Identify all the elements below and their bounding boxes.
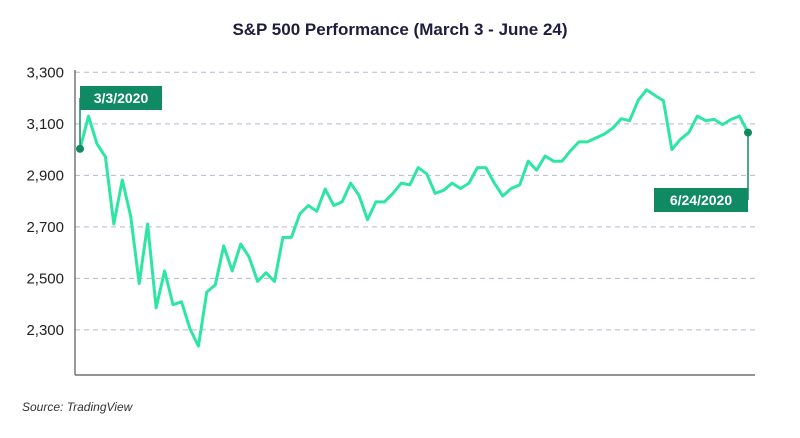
gridlines bbox=[75, 71, 755, 331]
y-tick-label: 2,300 bbox=[26, 322, 64, 339]
y-tick-label: 2,900 bbox=[26, 167, 64, 184]
y-tick-label: 2,700 bbox=[26, 219, 64, 236]
end-callout-label: 6/24/2020 bbox=[670, 192, 732, 208]
start-callout-label-box bbox=[80, 86, 162, 110]
chart-title: S&P 500 Performance (March 3 - June 24) bbox=[232, 20, 568, 39]
series-line-sp500 bbox=[78, 88, 750, 348]
end-callout-label-box bbox=[654, 188, 748, 212]
y-tick-label: 3,100 bbox=[26, 116, 64, 133]
source-note: Source: TradingView bbox=[22, 400, 133, 414]
y-axis-ticks: 2,300 2,500 2,700 2,900 3,100 3,300 bbox=[26, 64, 64, 339]
y-tick-label: 3,300 bbox=[26, 64, 64, 81]
start-callout-marker bbox=[76, 144, 84, 153]
end-callout-marker bbox=[744, 128, 752, 137]
start-callout-label: 3/3/2020 bbox=[94, 90, 149, 106]
y-tick-label: 2,500 bbox=[26, 270, 64, 287]
callouts: 3/3/2020 6/24/2020 bbox=[76, 86, 752, 212]
